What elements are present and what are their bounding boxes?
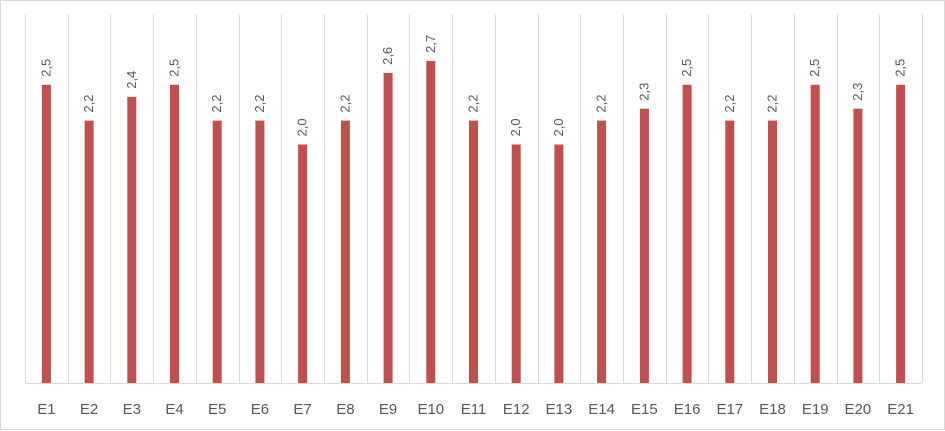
bar-e18 (768, 120, 777, 383)
x-tick-label-e16: E16 (674, 401, 701, 418)
x-tick-label-e3: E3 (123, 401, 141, 418)
data-label-e2: 2,2 (81, 95, 96, 113)
bar-e3 (127, 96, 137, 384)
bar-e9 (383, 72, 393, 384)
bar-e14 (597, 120, 607, 383)
data-labels: 2,5 2,2 2,4 2,5 2,2 2,2 2,0 2,2 2,6 2,7 2,2 2,0 2,0 2… (38, 35, 907, 137)
data-label-e5: 2,2 (209, 95, 224, 113)
bar-e17 (725, 120, 735, 383)
data-label-e13: 2,0 (551, 118, 566, 136)
bar-e7 (298, 144, 308, 383)
x-tick-label-e17: E17 (716, 401, 743, 418)
x-tick-label-e7: E7 (293, 401, 311, 418)
x-tick-label-e1: E1 (37, 401, 55, 418)
bar-e1 (41, 84, 51, 384)
bar-e8 (340, 120, 350, 383)
x-tick-label-e20: E20 (845, 401, 872, 418)
bar-e11 (469, 120, 478, 383)
x-tick-label-e10: E10 (417, 401, 444, 418)
data-label-e1: 2,5 (38, 59, 53, 77)
x-tick-label-e21: E21 (887, 401, 914, 418)
x-tick-label-e6: E6 (251, 401, 269, 418)
bar-e20 (853, 108, 863, 383)
x-tick-label-e9: E9 (379, 401, 397, 418)
x-tick-label-e12: E12 (503, 401, 530, 418)
bar-e12 (511, 144, 521, 383)
bar-e21 (896, 84, 906, 384)
x-tick-label-e14: E14 (588, 401, 615, 418)
bar-series (41, 61, 906, 384)
data-label-e17: 2,2 (722, 95, 737, 113)
data-label-e11: 2,2 (466, 95, 481, 113)
data-label-e6: 2,2 (252, 95, 267, 113)
data-label-e18: 2,2 (765, 95, 780, 113)
bar-e5 (212, 120, 222, 383)
data-label-e16: 2,5 (679, 59, 694, 77)
data-label-e10: 2,7 (423, 35, 438, 53)
bar-e15 (639, 108, 649, 383)
x-tick-label-e11: E11 (461, 401, 487, 418)
bar-e19 (810, 84, 820, 384)
bar-e13 (554, 144, 564, 383)
data-label-e12: 2,0 (508, 118, 523, 136)
data-label-e3: 2,4 (124, 71, 139, 89)
x-tick-label-e15: E15 (631, 401, 658, 418)
x-tick-label-e18: E18 (759, 401, 786, 418)
x-tick-label-e8: E8 (336, 401, 354, 418)
data-label-e19: 2,5 (807, 59, 822, 77)
data-label-e7: 2,0 (295, 118, 310, 136)
data-label-e9: 2,6 (380, 47, 395, 65)
x-tick-label-e4: E4 (165, 401, 183, 418)
x-tick-label-e19: E19 (802, 401, 829, 418)
category-gridlines (25, 14, 923, 384)
data-label-e14: 2,2 (594, 95, 609, 113)
bar-e6 (255, 120, 265, 383)
data-label-e4: 2,5 (167, 59, 182, 77)
x-axis-tick-labels: E1 E2 E3 E4 E5 E6 E7 E8 E9 E10 E11 E12 E13 E14 E15 E16 E… (37, 401, 914, 418)
x-tick-label-e13: E13 (546, 401, 573, 418)
bar-e10 (426, 61, 436, 383)
data-label-e8: 2,2 (337, 95, 352, 113)
x-tick-label-e5: E5 (208, 401, 226, 418)
bar-e16 (682, 84, 692, 384)
bar-e4 (170, 84, 179, 384)
x-tick-label-e2: E2 (80, 401, 98, 418)
data-label-e20: 2,3 (850, 83, 865, 101)
data-label-e15: 2,3 (636, 83, 651, 101)
data-label-e21: 2,5 (893, 59, 908, 77)
bar-e2 (84, 120, 94, 383)
